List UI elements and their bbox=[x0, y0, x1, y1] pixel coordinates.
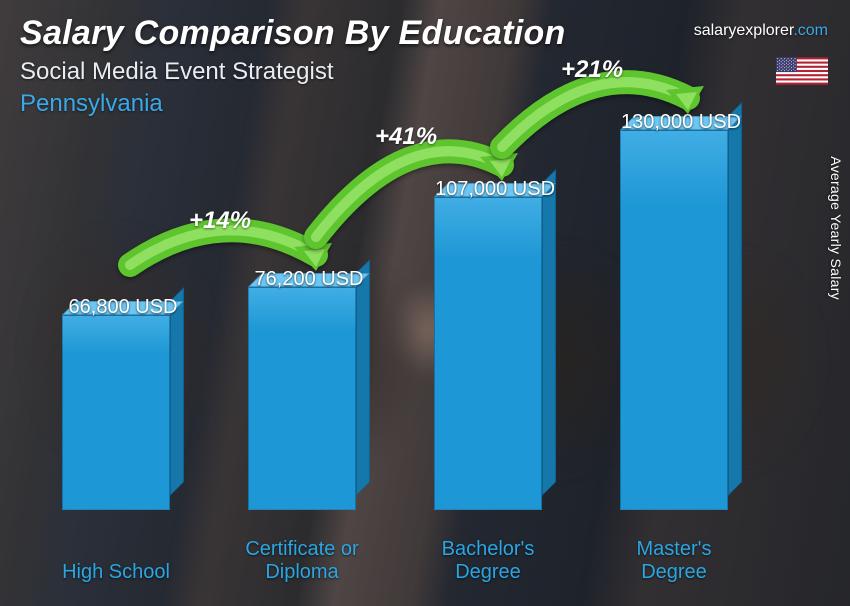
bar-front bbox=[248, 287, 356, 510]
increase-label: +14% bbox=[189, 207, 251, 235]
bar-label: Master'sDegree bbox=[574, 538, 774, 584]
bar-front bbox=[620, 130, 728, 510]
bar bbox=[62, 315, 170, 510]
y-axis-label: Average Yearly Salary bbox=[828, 156, 844, 300]
infographic-stage: Salary Comparison By Education Social Me… bbox=[0, 0, 850, 606]
bar-side bbox=[356, 259, 370, 496]
bar-chart: 66,800 USDHigh School76,200 USDCertifica… bbox=[40, 130, 810, 586]
brand-suffix: .com bbox=[793, 22, 828, 39]
bar-label: Certificate orDiploma bbox=[202, 538, 402, 584]
bar bbox=[620, 130, 728, 510]
increase-label: +41% bbox=[375, 123, 437, 151]
flag-icon bbox=[776, 54, 828, 88]
bar bbox=[248, 287, 356, 510]
bar-label: Bachelor'sDegree bbox=[388, 538, 588, 584]
increase-label: +21% bbox=[561, 56, 623, 84]
bar-side bbox=[728, 102, 742, 496]
increase-arc bbox=[462, 30, 728, 177]
bar-label: High School bbox=[16, 561, 216, 584]
bar-front bbox=[62, 315, 170, 510]
bar-side bbox=[542, 169, 556, 496]
chart-subtitle: Social Media Event Strategist bbox=[20, 58, 334, 86]
chart-region: Pennsylvania bbox=[20, 90, 163, 118]
